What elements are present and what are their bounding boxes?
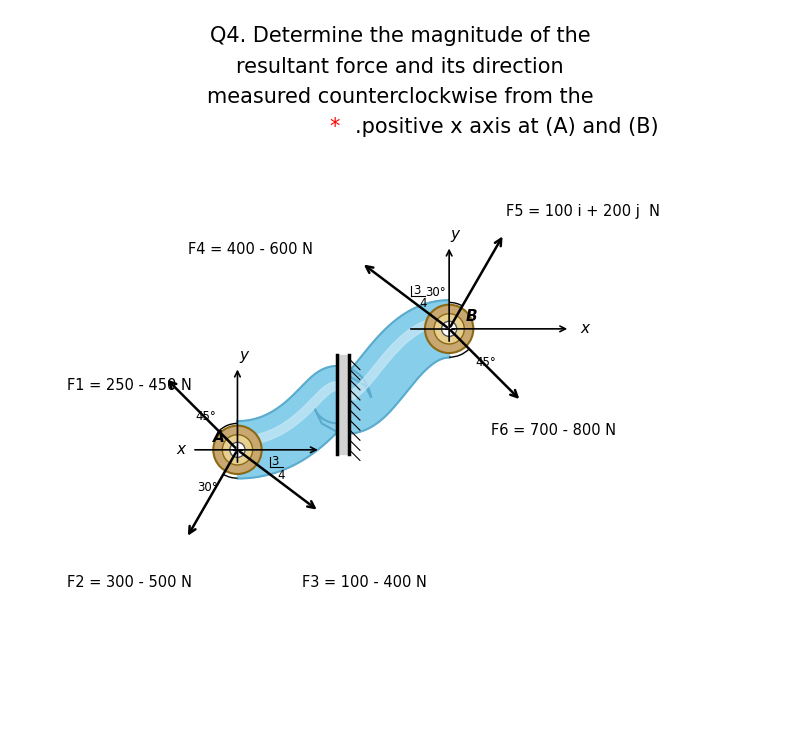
- Text: F4 = 400 - 600 N: F4 = 400 - 600 N: [188, 242, 314, 257]
- Circle shape: [425, 305, 474, 353]
- Text: Q4. Determine the magnitude of the: Q4. Determine the magnitude of the: [210, 26, 590, 46]
- Circle shape: [230, 442, 245, 457]
- Text: 30°: 30°: [197, 481, 218, 494]
- Text: .positive x axis at (A) and (B): .positive x axis at (A) and (B): [354, 117, 658, 137]
- Text: resultant force and its direction: resultant force and its direction: [236, 57, 564, 76]
- Polygon shape: [338, 355, 350, 454]
- Text: x: x: [176, 442, 186, 457]
- Text: A: A: [213, 430, 225, 445]
- Circle shape: [434, 314, 464, 344]
- Text: 4: 4: [419, 296, 426, 309]
- Text: F6 = 700 - 800 N: F6 = 700 - 800 N: [490, 423, 616, 438]
- Text: F3 = 100 - 400 N: F3 = 100 - 400 N: [302, 575, 426, 590]
- Text: 3: 3: [271, 455, 279, 469]
- Circle shape: [222, 435, 253, 465]
- Text: *: *: [329, 117, 339, 137]
- Text: y: y: [239, 348, 248, 363]
- Text: F5 = 100 i + 200 j  N: F5 = 100 i + 200 j N: [506, 204, 660, 219]
- Text: F1 = 250 - 450 N: F1 = 250 - 450 N: [67, 378, 192, 393]
- Circle shape: [214, 426, 262, 474]
- Text: 4: 4: [278, 469, 285, 482]
- Text: 30°: 30°: [426, 286, 446, 299]
- Text: 3: 3: [413, 284, 420, 297]
- Text: x: x: [581, 321, 590, 336]
- Polygon shape: [237, 300, 450, 479]
- Text: 45°: 45°: [195, 410, 216, 423]
- Polygon shape: [238, 316, 449, 445]
- Text: F2 = 300 - 500 N: F2 = 300 - 500 N: [67, 575, 192, 590]
- Text: 45°: 45°: [475, 356, 496, 370]
- Text: measured counterclockwise from the: measured counterclockwise from the: [206, 87, 594, 107]
- Text: B: B: [466, 309, 478, 324]
- Circle shape: [442, 321, 457, 336]
- Text: y: y: [450, 227, 460, 242]
